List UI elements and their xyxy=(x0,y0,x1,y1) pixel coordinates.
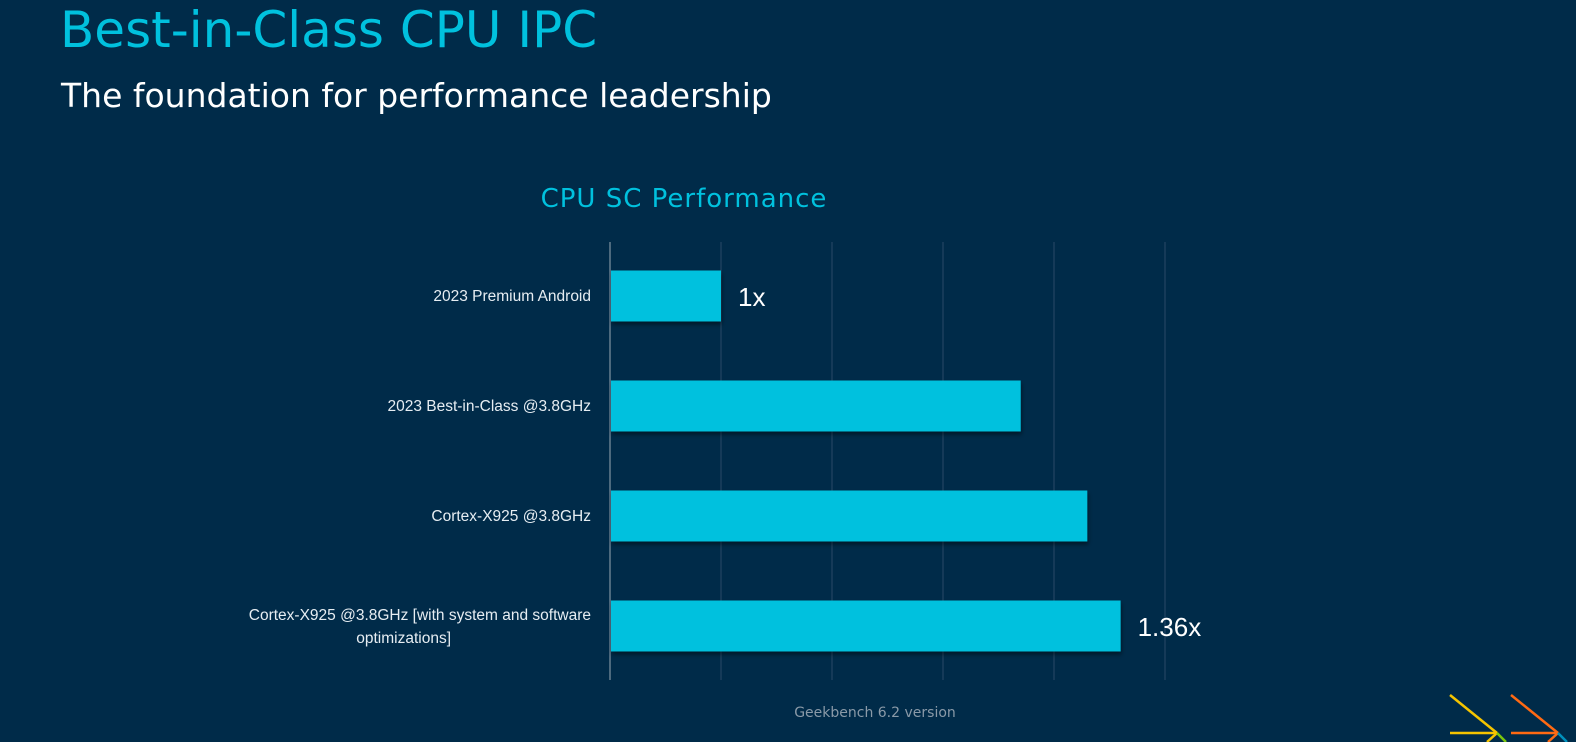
slide-subtitle: The foundation for performance leadershi… xyxy=(61,76,772,115)
data-label: 1x xyxy=(738,282,765,312)
category-label: 2023 Best-in-Class @3.8GHz xyxy=(387,398,591,415)
bar xyxy=(611,380,1021,432)
bar xyxy=(611,490,1088,542)
category-label: Cortex-X925 @3.8GHz xyxy=(431,508,591,525)
bar xyxy=(611,270,721,322)
chart-title: CPU SC Performance xyxy=(540,184,828,214)
footnote: Geekbench 6.2 version xyxy=(794,705,956,721)
slide-title: Best-in-Class CPU IPC xyxy=(60,1,598,59)
category-labels: 2023 Premium Android 2023 Best-in-Class @… xyxy=(249,288,591,647)
bars xyxy=(611,270,1121,652)
arrows-logo-icon xyxy=(1449,694,1568,742)
category-label: 2023 Premium Android xyxy=(433,288,591,305)
category-label: Cortex-X925 @3.8GHz [with system and sof… xyxy=(249,607,591,647)
data-label: 1.36x xyxy=(1138,612,1202,642)
bar xyxy=(611,600,1121,652)
data-labels: 1x 1.36x xyxy=(738,282,1201,642)
